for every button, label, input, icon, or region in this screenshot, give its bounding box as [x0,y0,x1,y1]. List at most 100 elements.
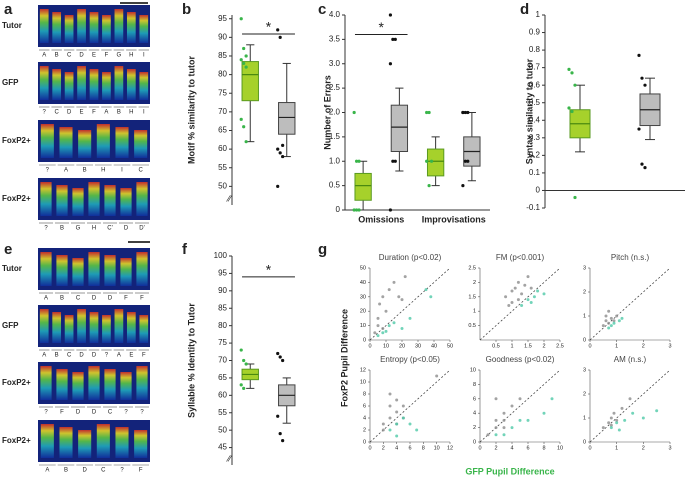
y-tick-label: 0 [536,186,541,195]
syllable-energy [77,309,86,343]
y-tick-label: 60 [218,390,227,399]
x-tick-label: 40 [431,343,437,349]
data-point [281,154,285,159]
syllable-energy [126,12,136,43]
y-tick-label: 50 [218,425,227,434]
y-axis-label: Number of Errors [322,75,332,150]
data-point [400,326,404,330]
y-tick-label: 75 [218,338,227,347]
data-point [510,404,514,408]
syllable-energy [72,258,84,286]
y-tick-label: 55 [218,408,227,417]
y-tick-label: 65 [218,373,227,382]
syllable-energy [114,9,124,43]
y-tick-label: 0.8 [529,45,541,54]
y-tick-label: 0.7 [529,63,541,72]
significance-label: * [379,19,385,35]
data-point [510,289,514,293]
data-point [570,71,574,75]
row-label: GFP [2,321,19,330]
identity-line [589,267,671,341]
y-tick-label: 3.0 [329,59,341,68]
syllable-energy [89,69,99,100]
data-point [631,411,635,415]
data-point [352,208,356,212]
syllable-label: F [142,353,146,359]
data-point [609,426,613,430]
data-point [617,319,621,323]
syllable-label: F [105,53,109,59]
significance-label: * [266,262,272,278]
data-point [392,321,396,325]
axis-break: ∕∕ [226,453,233,463]
x-tick-label: 6 [408,445,411,451]
panel-label: d [520,1,529,18]
data-point [425,110,429,115]
data-point [523,283,527,287]
y-tick-label: 0.5 [468,323,476,329]
data-point [612,319,616,323]
data-point [244,362,248,366]
syllable-energy [52,69,62,100]
data-point [403,275,407,279]
data-point [435,374,439,378]
syllable-label: A [44,296,48,302]
data-point [516,280,520,284]
y-tick-label: 80 [218,70,227,79]
row-label: FoxP2+ [2,136,31,145]
data-point [278,432,282,436]
x-tick-label: 2 [382,445,385,451]
syllable-energy [136,182,148,216]
data-point [494,426,498,430]
data-point [395,398,399,402]
y-tick-label: 0.1 [529,168,541,177]
x-tick-label: 1 [510,343,513,349]
y-tick-label: 85 [218,51,227,60]
x-tick-label: 2 [642,445,645,451]
syllable-label: B [117,110,121,116]
data-point [604,314,608,318]
data-point [244,140,248,144]
y-tick-label: 55 [218,163,227,172]
syllable-energy [104,255,116,286]
y-tick-label: 2 [473,280,476,286]
identity-line [369,369,451,443]
y-tick-label: 0 [583,439,586,445]
y-tick-label: 0 [583,337,586,343]
data-point [401,404,405,408]
y-tick-label: 12 [360,367,366,373]
syllable-energy [56,185,68,216]
data-point [536,289,540,293]
data-point [381,331,385,335]
data-point [242,125,246,129]
data-point [388,428,392,432]
data-point [617,428,621,432]
syllable-label: B [55,53,59,59]
data-point [408,422,412,426]
row-label: FoxP2+ [2,436,31,445]
subplot-title: Pitch (n.s.) [611,253,650,262]
syllable-label: H [129,110,133,116]
data-point [384,309,388,313]
data-point [278,151,282,155]
y-tick-label: 0.3 [529,133,541,142]
syllable-energy [64,315,74,343]
data-point [397,295,401,299]
row-label: FoxP2+ [2,378,31,387]
data-point [408,316,412,320]
y-tick-label: 8 [473,382,476,388]
x-tick-label: 10 [434,445,440,451]
syllable-label: D [124,226,129,232]
data-point [415,428,419,432]
x-tick-label: 1 [615,445,618,451]
data-point [641,416,645,420]
data-point [502,433,506,437]
syllable-energy [104,185,116,216]
identity-line [479,267,561,341]
data-point [609,423,613,427]
data-point [461,110,465,115]
y-tick-label: 3 [583,367,586,373]
data-point [381,428,385,432]
y-tick-label: 0.6 [529,80,541,89]
syllable-energy [88,182,100,216]
